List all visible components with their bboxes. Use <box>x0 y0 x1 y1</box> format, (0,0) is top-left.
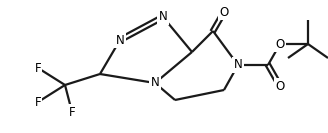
Text: O: O <box>276 80 285 92</box>
Text: N: N <box>151 76 159 90</box>
Text: N: N <box>159 11 167 24</box>
Text: O: O <box>219 5 229 18</box>
Text: O: O <box>276 38 285 51</box>
Text: F: F <box>35 61 41 74</box>
Text: F: F <box>35 95 41 109</box>
Text: F: F <box>69 105 75 119</box>
Text: N: N <box>234 59 242 72</box>
Text: N: N <box>116 34 124 47</box>
